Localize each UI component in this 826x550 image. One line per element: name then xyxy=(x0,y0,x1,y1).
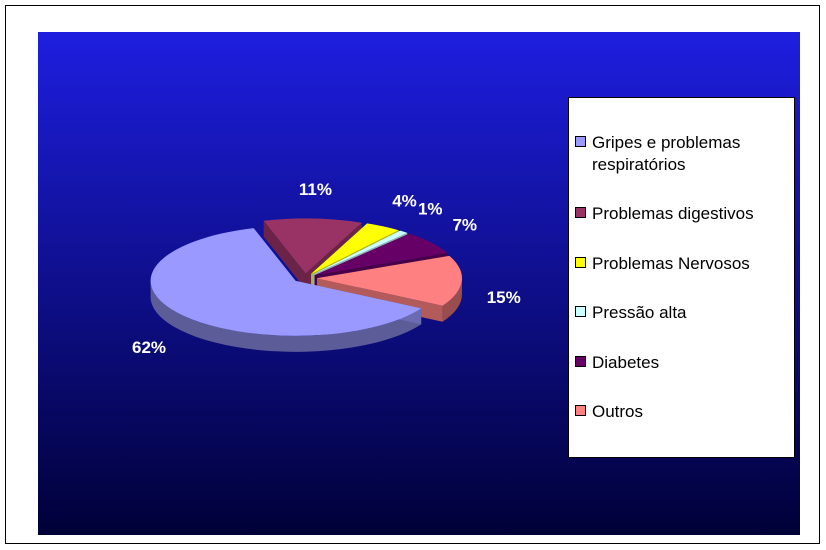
pie xyxy=(150,218,462,352)
legend-item: Diabetes xyxy=(569,352,794,374)
value-label: 11% xyxy=(299,180,332,199)
legend-label: Pressão alta xyxy=(592,303,687,323)
value-label: 7% xyxy=(452,215,477,234)
slice xyxy=(311,223,399,275)
legend-label: Gripes e problemas respiratórios xyxy=(592,132,741,174)
legend-label: Problemas Nervosos xyxy=(592,253,750,273)
legend-swatch xyxy=(575,256,586,268)
legend-swatch xyxy=(575,207,586,219)
legend-swatch xyxy=(575,306,586,318)
legend: Gripes e problemas respiratórios Problema… xyxy=(568,97,795,458)
legend-swatch xyxy=(575,355,586,367)
slice xyxy=(312,230,408,275)
value-label: 15% xyxy=(487,288,521,307)
slice-side xyxy=(442,278,462,322)
slice xyxy=(314,233,448,276)
legend-item: Gripes e problemas respiratórios xyxy=(569,132,794,176)
legend-swatch xyxy=(575,405,586,417)
legend-item: Problemas digestivos xyxy=(569,203,794,225)
slice xyxy=(316,255,462,306)
legend-label: Problemas digestivos xyxy=(592,204,754,224)
slice-wall xyxy=(263,220,306,290)
value-label: 62% xyxy=(132,338,166,357)
legend-swatch xyxy=(575,135,586,147)
legend-label: Diabetes xyxy=(592,352,660,372)
value-label: 4% xyxy=(392,192,417,211)
legend-item: Pressão alta xyxy=(569,302,794,324)
value-label: 1% xyxy=(418,199,443,218)
legend-label: Outros xyxy=(592,402,644,422)
legend-item: Outros xyxy=(569,401,794,423)
legend-item: Problemas Nervosos xyxy=(569,253,794,275)
slice-side xyxy=(150,280,422,352)
slice xyxy=(150,228,422,336)
slice xyxy=(263,218,362,274)
